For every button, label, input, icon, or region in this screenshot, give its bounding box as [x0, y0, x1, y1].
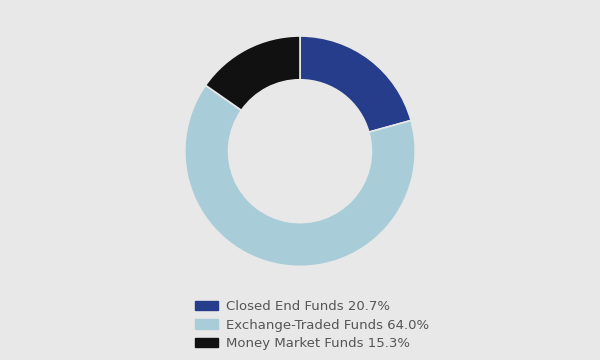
Wedge shape	[185, 85, 415, 266]
Wedge shape	[206, 36, 300, 110]
Legend: Closed End Funds 20.7%, Exchange-Traded Funds 64.0%, Money Market Funds 15.3%: Closed End Funds 20.7%, Exchange-Traded …	[194, 300, 430, 350]
Wedge shape	[300, 36, 411, 132]
